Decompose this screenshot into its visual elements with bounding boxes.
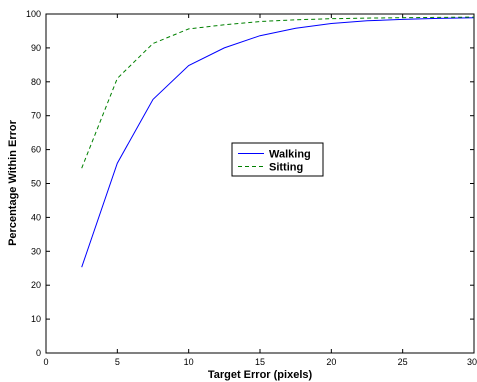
y-tick-label: 0 [36, 348, 41, 358]
y-tick-label: 60 [31, 145, 41, 155]
y-tick-label: 90 [31, 43, 41, 53]
series-line-walking [81, 17, 475, 268]
x-tick-label: 30 [467, 357, 477, 367]
y-tick-label: 50 [31, 179, 41, 189]
y-tick-label: 40 [31, 212, 41, 222]
y-axis: 0 10 20 30 40 50 60 70 80 90 100 [26, 9, 474, 358]
x-tick-label: 10 [184, 357, 194, 367]
x-tick-label: 20 [326, 357, 336, 367]
y-tick-label: 30 [31, 246, 41, 256]
y-axis-title: Percentage Within Error [7, 119, 19, 246]
legend: Walking Sitting [231, 142, 324, 177]
series-line-sitting [81, 16, 475, 169]
series-lines [81, 16, 475, 268]
x-axis: 0 5 10 15 20 25 30 [43, 14, 477, 367]
y-tick-label: 80 [31, 77, 41, 87]
y-tick-label: 20 [31, 280, 41, 290]
legend-box [231, 142, 324, 177]
x-tick-label: 15 [255, 357, 265, 367]
plot-area [45, 13, 475, 354]
x-tick-label: 5 [115, 357, 120, 367]
y-tick-label: 100 [26, 9, 41, 19]
x-axis-title: Target Error (pixels) [208, 369, 313, 381]
legend-label-walking: Walking [269, 149, 311, 161]
x-tick-label: 0 [43, 357, 48, 367]
y-tick-label: 70 [31, 111, 41, 121]
x-tick-label: 25 [398, 357, 408, 367]
legend-label-sitting: Sitting [269, 162, 303, 174]
y-tick-label: 10 [31, 314, 41, 324]
